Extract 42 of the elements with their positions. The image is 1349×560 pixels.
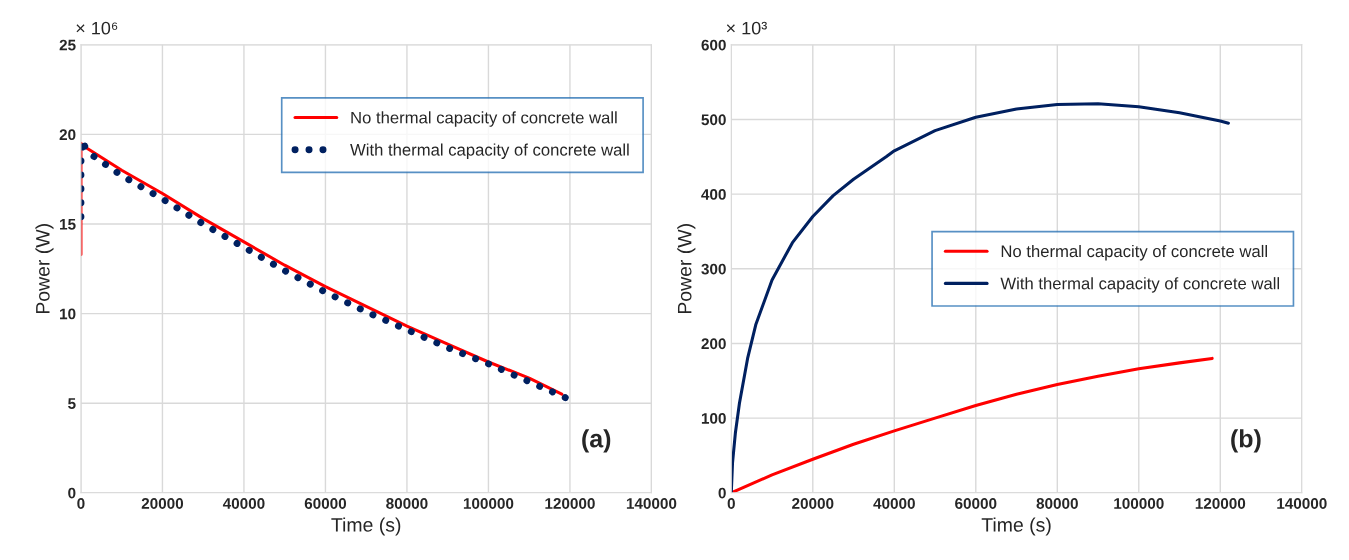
legend-label: With thermal capacity of concrete wall (350, 143, 629, 160)
y-tick-label: 15 (60, 219, 76, 230)
x-tick-label: 100000 (463, 498, 514, 509)
x-tick-label: 140000 (1277, 498, 1327, 509)
y-tick-label: 25 (59, 39, 76, 51)
y-tick-label: 0 (68, 487, 76, 499)
x-tick-label: 20000 (792, 498, 834, 509)
text: × 10³ (726, 21, 767, 35)
x-tick-label: 120000 (1195, 498, 1246, 509)
text: × 10⁶ (76, 21, 118, 35)
y-axis-title: Power (W) (677, 224, 696, 314)
line-series (731, 356, 1214, 493)
annotation: (b) (1231, 429, 1261, 453)
legend-label: No thermal capacity of concrete wall (351, 111, 617, 127)
x-tick-label: 120000 (545, 498, 595, 509)
y-tick-label: 500 (701, 114, 726, 126)
legend-label: No thermal capacity of concrete wall (1001, 244, 1267, 261)
y-tick-label: 10 (60, 308, 76, 320)
legend-label: With thermal capacity of concrete wall (1000, 277, 1280, 293)
x-tick-label: 20000 (141, 498, 184, 509)
y-tick-label: 20 (59, 129, 76, 141)
x-tick-label: 60000 (304, 498, 347, 509)
y-tick-label: 600 (701, 39, 726, 51)
x-tick-label: 60000 (955, 498, 997, 509)
x-tick-label: 140000 (626, 498, 677, 509)
y-tick-label: 200 (701, 338, 726, 350)
y-tick-label: 5 (68, 398, 76, 409)
x-axis-title: Time (s) (981, 517, 1051, 536)
x-tick-label: 0 (727, 498, 735, 509)
x-tick-label: 100000 (1114, 498, 1164, 509)
y-tick-label: 100 (701, 413, 726, 424)
x-tick-label: 40000 (873, 498, 915, 509)
annotation: (a) (582, 429, 611, 453)
x-tick-label: 0 (77, 498, 85, 509)
y-tick-label: 400 (701, 189, 726, 200)
x-axis-title: Time (s) (331, 517, 401, 536)
y-tick-label: 0 (718, 487, 726, 499)
x-tick-label: 80000 (386, 498, 428, 509)
y-axis-title: Power (W) (35, 224, 54, 314)
x-tick-label: 80000 (1036, 498, 1078, 509)
y-tick-label: 300 (701, 263, 726, 275)
x-tick-label: 40000 (222, 498, 265, 509)
